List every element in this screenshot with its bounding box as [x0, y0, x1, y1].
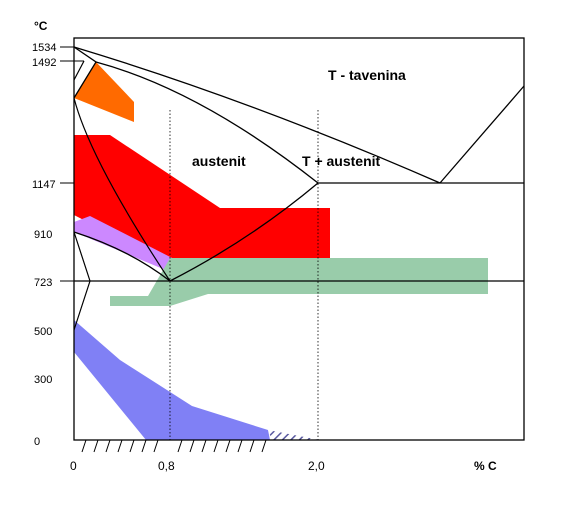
y-tick-1147: 1147: [32, 179, 56, 191]
green-band: [110, 258, 488, 306]
y-unit-label: °C: [34, 19, 48, 33]
plot-frame: [73, 37, 525, 441]
region-melt: T - tavenina: [328, 67, 406, 83]
y-tick-500: 500: [34, 326, 52, 338]
y-tick-0: 0: [34, 436, 40, 448]
region-austenite: austenit: [192, 153, 246, 169]
x-tick-0: 0: [70, 459, 77, 473]
x-unit-label: % C: [474, 459, 497, 473]
x-tick-2-0: 2,0: [308, 459, 325, 473]
y-tick-910: 910: [34, 229, 52, 241]
bottom-ticks: [81, 439, 267, 453]
y-tick-1534: 1534: [32, 42, 56, 54]
alpha-line: [73, 231, 91, 331]
delta-lower: [73, 60, 85, 81]
a3-line: [73, 231, 171, 282]
blue-band: [74, 320, 270, 440]
solidus: [95, 61, 319, 184]
y-tick-1492: 1492: [32, 57, 56, 69]
hatched-band: [268, 430, 320, 440]
delta-upper: [73, 46, 97, 99]
solidus-lower: [73, 97, 171, 282]
acm-line: [169, 182, 319, 282]
orange-band: [74, 62, 134, 122]
y-tick-723: 723: [34, 277, 52, 289]
liquidus-left: [73, 46, 441, 184]
y-tick-300: 300: [34, 374, 52, 386]
liquidus-right: [439, 85, 525, 184]
x-tick-0-8: 0,8: [158, 459, 175, 473]
region-melt-austenite: T + austenit: [302, 153, 381, 169]
